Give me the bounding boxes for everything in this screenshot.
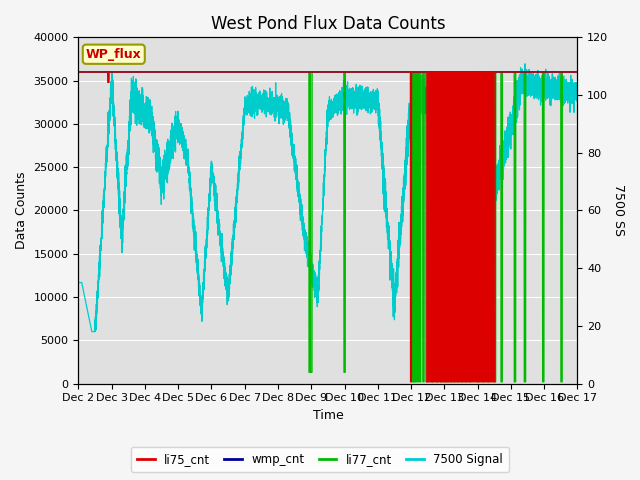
Legend: li75_cnt, wmp_cnt, li77_cnt, 7500 Signal: li75_cnt, wmp_cnt, li77_cnt, 7500 Signal [131,447,509,472]
wmp_cnt [573,69,581,75]
li75_cnt [370,69,378,75]
li75_cnt [100,69,108,75]
li75_cnt [573,69,581,75]
7500 Signal [100,192,108,198]
Y-axis label: 7500 SS: 7500 SS [612,184,625,237]
7500 Signal [392,290,399,296]
X-axis label: Time: Time [312,409,343,422]
Y-axis label: Data Counts: Data Counts [15,172,28,249]
li77_cnt [370,69,378,75]
li77_cnt [255,69,263,75]
li75_cnt [255,69,263,75]
li77_cnt [408,379,415,384]
wmp_cnt [445,69,452,75]
li75_cnt [392,69,399,75]
wmp_cnt [100,69,108,75]
wmp_cnt [255,69,263,75]
7500 Signal [573,89,581,95]
7500 Signal [464,333,472,338]
7500 Signal [445,269,452,275]
li77_cnt [392,69,399,75]
Line: li77_cnt: li77_cnt [79,72,577,382]
Line: 7500 Signal: 7500 Signal [79,64,577,336]
wmp_cnt [471,69,479,75]
li77_cnt [75,69,83,75]
7500 Signal [75,280,83,286]
li77_cnt [100,69,108,75]
7500 Signal [255,101,263,107]
li75_cnt [471,69,479,75]
7500 Signal [471,211,479,217]
li77_cnt [445,69,452,75]
wmp_cnt [75,69,83,75]
7500 Signal [370,92,378,98]
li75_cnt [406,379,414,384]
li77_cnt [573,69,581,75]
wmp_cnt [370,69,378,75]
Text: WP_flux: WP_flux [86,48,141,60]
li77_cnt [471,69,479,75]
Title: West Pond Flux Data Counts: West Pond Flux Data Counts [211,15,445,33]
li75_cnt [445,69,452,75]
wmp_cnt [392,69,399,75]
li75_cnt [75,69,83,75]
7500 Signal [521,61,529,67]
Line: li75_cnt: li75_cnt [79,72,577,382]
